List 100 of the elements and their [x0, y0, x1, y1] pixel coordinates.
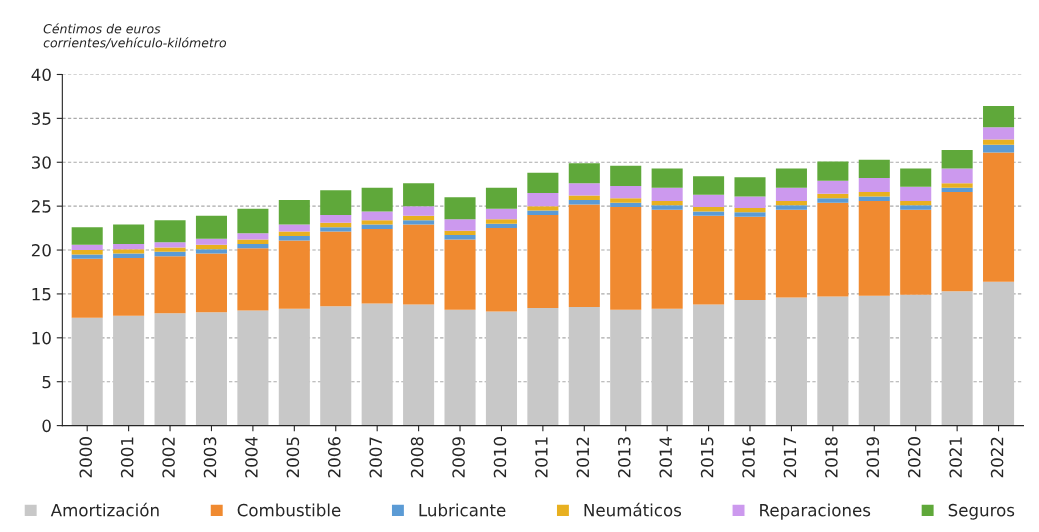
bar	[403, 304, 435, 426]
bar	[775, 200, 807, 206]
y-tick-label: 40	[31, 68, 51, 82]
bar	[858, 295, 890, 426]
bar	[568, 183, 600, 196]
x-tick-label: 2007	[369, 437, 383, 478]
bar	[278, 308, 310, 426]
bar	[278, 236, 310, 241]
x-tick-label: 2018	[825, 437, 838, 478]
bar	[154, 242, 186, 248]
bar	[983, 281, 1015, 426]
bar	[693, 215, 725, 305]
bar	[403, 206, 435, 216]
bar	[361, 224, 393, 229]
x-tick-label: 2012	[576, 437, 590, 478]
bar	[195, 253, 228, 313]
legend-label: Amortización	[50, 502, 159, 517]
bar	[444, 230, 476, 236]
bar	[734, 177, 766, 197]
bar	[527, 214, 559, 308]
bar	[941, 168, 973, 184]
bar	[154, 313, 186, 426]
bar	[651, 205, 683, 210]
x-tick-label: 2019	[866, 437, 880, 478]
legend-label: Lubricante	[419, 503, 506, 517]
bar	[361, 187, 393, 212]
bar	[900, 168, 932, 187]
bar	[651, 168, 683, 188]
bar	[154, 251, 186, 257]
bar	[775, 297, 807, 426]
y-axis-title: Céntimos de euros corrientes/vehículo-kilómetro	[43, 23, 227, 49]
bar	[858, 178, 890, 193]
legend-label: Combustible	[237, 503, 341, 517]
bar	[858, 200, 890, 296]
bar	[734, 196, 766, 208]
bar	[113, 224, 145, 244]
y-tick-label: 0	[42, 419, 51, 433]
bar	[817, 180, 849, 194]
bar	[113, 257, 145, 316]
legend-label: Seguros	[948, 503, 1015, 520]
bar	[900, 205, 932, 210]
bar	[568, 307, 600, 426]
x-tick-label: 2017	[783, 437, 797, 478]
y-tick-label: 30	[31, 156, 51, 169]
bar	[527, 307, 559, 426]
x-tick-label: 2010	[493, 437, 507, 478]
bar	[444, 239, 476, 310]
bar	[154, 256, 186, 314]
bar	[113, 253, 145, 258]
bar	[71, 258, 103, 318]
x-tick-label: 2001	[120, 437, 134, 478]
bar	[485, 228, 517, 312]
bar	[900, 200, 932, 206]
bar	[610, 207, 642, 310]
bar	[610, 165, 642, 186]
x-tick-label: 2003	[203, 437, 217, 478]
x-tick-label: 2000	[79, 437, 93, 478]
bar	[775, 209, 807, 298]
bar	[734, 212, 766, 217]
bar	[444, 197, 476, 220]
bar	[361, 228, 393, 304]
y-tick-label: 25	[31, 200, 51, 213]
bar	[734, 300, 766, 426]
x-tick-label: 2014	[659, 436, 672, 478]
bar	[485, 219, 517, 224]
x-tick-label: 2002	[162, 437, 175, 478]
bar	[693, 194, 725, 208]
bar	[278, 231, 310, 236]
x-tick-label: 2015	[700, 437, 714, 478]
bar	[983, 127, 1015, 140]
x-tick-label: 2006	[327, 437, 341, 478]
bar	[361, 303, 393, 426]
y-tick-label: 15	[32, 288, 51, 301]
bar	[237, 239, 269, 244]
bar	[320, 231, 352, 307]
bar	[941, 183, 973, 188]
bar	[485, 311, 517, 426]
x-tick-label: 2016	[742, 437, 755, 478]
bar	[403, 224, 435, 305]
bar	[403, 183, 435, 207]
bar	[651, 308, 683, 426]
bar	[485, 187, 517, 209]
bar	[154, 247, 186, 252]
bar	[113, 249, 145, 254]
bar	[858, 159, 890, 179]
bar	[568, 200, 600, 205]
bar	[403, 215, 435, 221]
bar	[237, 310, 269, 426]
bar	[71, 254, 103, 259]
x-tick-label: 2011	[535, 437, 548, 478]
legend-label: Neumáticos	[584, 502, 682, 517]
bar	[610, 198, 642, 203]
bar	[651, 200, 683, 206]
bar	[983, 139, 1015, 145]
bar	[403, 220, 435, 225]
bar	[817, 296, 849, 426]
bar	[610, 185, 642, 199]
bar	[71, 227, 103, 245]
bar	[361, 211, 393, 221]
bar	[983, 144, 1015, 153]
